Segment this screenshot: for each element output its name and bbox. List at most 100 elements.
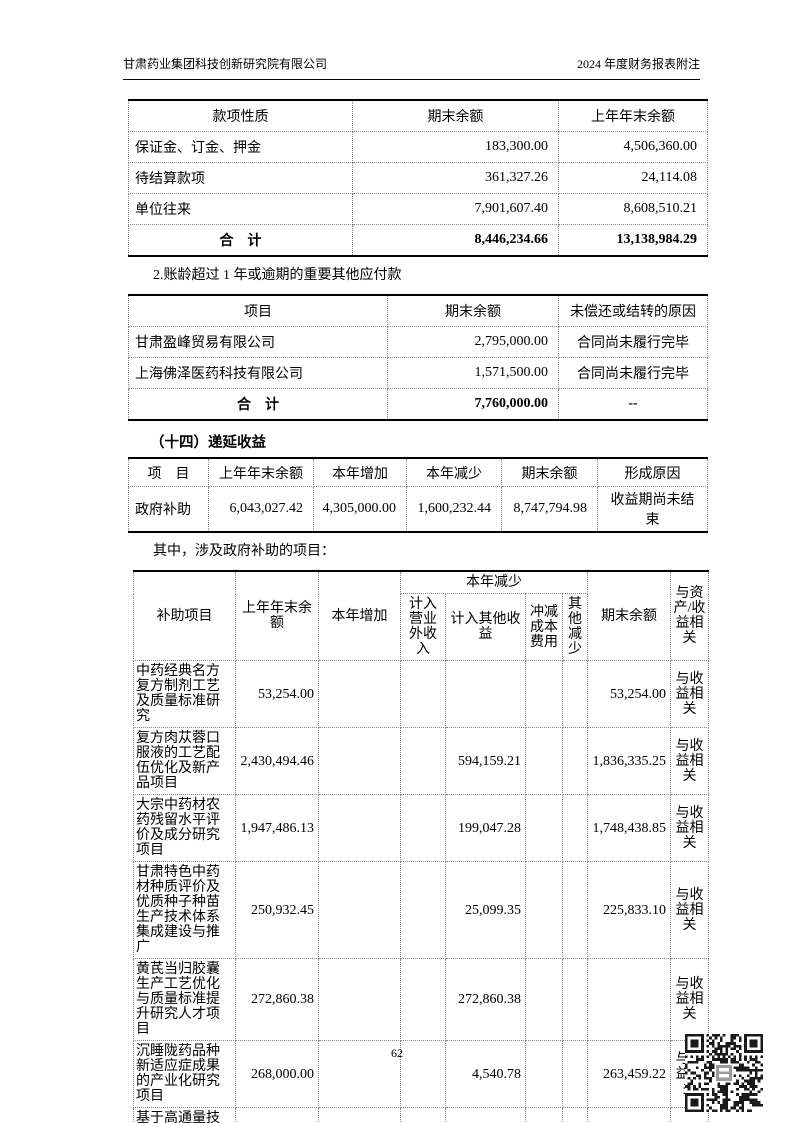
- table-cell: [318, 794, 401, 862]
- table-cell: [318, 1107, 401, 1123]
- table-cell: [318, 660, 401, 728]
- header-report-title: 2024 年度财务报表附注: [576, 57, 700, 71]
- table-cell: [562, 861, 588, 959]
- table-cell: 272,860.38: [445, 958, 526, 1041]
- table-row: 政府补助 6,043,027.42 4,305,000.00 1,600,232.44…: [128, 486, 708, 533]
- table-row: 中药经典名方复方制剂工艺及质量标准研究 53,254.00 53,254.00 与收益…: [133, 660, 709, 728]
- table-cell: 合同尚未履行完毕: [558, 326, 708, 358]
- table-cell: 合同尚未履行完毕: [558, 357, 708, 389]
- section-heading-deferred-income: （十四）递延收益: [150, 435, 266, 451]
- table-cell: 甘肃盈峰贸易有限公司: [128, 326, 388, 358]
- table-cell: 594,159.21: [445, 727, 526, 795]
- column-header: 补助项目: [133, 570, 236, 661]
- table-cell: 合 计: [128, 388, 388, 421]
- table-cell: 60,000.00: [235, 1107, 319, 1123]
- table-cell: 与收益相关: [670, 794, 709, 862]
- table-cell: [318, 861, 401, 959]
- table-cell: 24,114.08: [558, 162, 708, 194]
- table-cell: 甘肃特色中药材种质评价及优质种子种苗生产技术体系集成建设与推广: [133, 861, 236, 959]
- table-cell: [318, 958, 401, 1041]
- table-cell: 183,300.00: [352, 131, 559, 163]
- table-cell: [445, 660, 526, 728]
- table-cell: 4,506,360.00: [558, 131, 708, 163]
- table-cell: 1,571,500.00: [387, 357, 559, 389]
- column-group-header: 本年减少: [400, 570, 588, 594]
- column-header: 上年年末余额: [235, 570, 319, 661]
- table-cell: [525, 727, 563, 795]
- table-header-row: 项 目 上年年末余额 本年增加 本年减少 期末余额 形成原因: [128, 457, 708, 487]
- table-cell: 复方肉苁蓉口服液的工艺配伍优化及新产品项目: [133, 727, 236, 795]
- table-cell: [400, 958, 446, 1041]
- column-header: 计入营业外收入: [400, 593, 446, 661]
- column-header: 期末余额: [387, 294, 559, 327]
- table-cell: [562, 1107, 588, 1123]
- table-cell: 60,000.00: [445, 1107, 526, 1123]
- page-header: 甘肃药业集团科技创新研究院有限公司 2024 年度财务报表附注: [123, 56, 700, 72]
- table-subheader-row: 计入营业外收入 计入其他收益 冲减成本费用 其他减少: [134, 593, 709, 661]
- table-cell: 单位往来: [128, 193, 353, 225]
- table-row: 黄芪当归胶囊生产工艺优化与质量标准提升研究人才项目 272,860.38 272,8…: [133, 958, 709, 1041]
- overdue-payables-note: 2.账龄超过 1 年或逾期的重要其他应付款: [153, 268, 402, 283]
- table-cell: [562, 958, 588, 1041]
- column-header: 期末余额: [352, 99, 559, 132]
- table-cell: [562, 794, 588, 862]
- header-company-name: 甘肃药业集团科技创新研究院有限公司: [123, 57, 328, 71]
- table-cell: [400, 660, 446, 728]
- table-row: 上海佛泽医药科技有限公司 1,571,500.00 合同尚未履行完毕: [128, 357, 708, 389]
- table-cell: 53,254.00: [587, 660, 671, 728]
- table-cell: 与收益相关: [670, 861, 709, 959]
- table-row: 单位往来 7,901,607.40 8,608,510.21: [128, 193, 708, 225]
- column-header: 冲减成本费用: [525, 593, 563, 661]
- table-cell: [587, 1107, 671, 1123]
- table-row: 合 计 7,760,000.00 --: [128, 388, 708, 421]
- table-header-row: 项目 期末余额 未偿还或结转的原因: [128, 294, 708, 327]
- column-header: 未偿还或结转的原因: [558, 294, 708, 327]
- table-cell: 基于高通量技术对当归全产业链化学污染物的风险 评估及治理对策研究: [133, 1107, 236, 1123]
- table-row: 甘肃盈峰贸易有限公司 2,795,000.00 合同尚未履行完毕: [128, 326, 708, 358]
- table-cell: 黄芪当归胶囊生产工艺优化与质量标准提升研究人才项目: [133, 958, 236, 1041]
- table-cell: [525, 794, 563, 862]
- table-cell: 2,430,494.46: [235, 727, 319, 795]
- table-cell: 4,540.78: [445, 1040, 526, 1108]
- column-header: 项 目: [128, 457, 209, 487]
- table-cell: 1,600,232.44: [406, 486, 502, 533]
- column-header: 与资产/收益相关: [670, 570, 709, 661]
- subsidy-projects-note: 其中，涉及政府补助的项目：: [153, 544, 335, 559]
- table-cell: 大宗中药材农药残留水平评价及成分研究项目: [133, 794, 236, 862]
- table-cell: [562, 1040, 588, 1108]
- table-cell: 待结算款项: [128, 162, 353, 194]
- table-row: 沉睡陇药品种新适应症成果的产业化研究项目 268,000.00 4,540.78 26…: [133, 1040, 709, 1108]
- table-cell: 7,901,607.40: [352, 193, 559, 225]
- table-cell: 2,795,000.00: [387, 326, 559, 358]
- government-subsidy-detail-table: 补助项目 上年年末余额 本年增加 本年减少 期末余额 与资产/收益相关 计入营业…: [133, 570, 709, 1123]
- column-header: 其他减少: [562, 593, 588, 661]
- table-cell: [525, 861, 563, 959]
- table-cell: 政府补助: [128, 486, 209, 533]
- table-cell: [525, 958, 563, 1041]
- table-cell: 263,459.22: [587, 1040, 671, 1108]
- header-rule: [123, 79, 700, 80]
- page-number: 62: [391, 1046, 403, 1060]
- table-cell: 4,305,000.00: [313, 486, 407, 533]
- column-header: 本年增加: [313, 457, 407, 487]
- table-cell: 合 计: [128, 224, 353, 257]
- table-cell: [562, 727, 588, 795]
- table-cell: 8,608,510.21: [558, 193, 708, 225]
- table-cell: [525, 660, 563, 728]
- table-cell: 8,446,234.66: [352, 224, 559, 257]
- qr-code: [685, 1034, 763, 1112]
- column-header: 形成原因: [597, 457, 708, 487]
- table-row: 待结算款项 361,327.26 24,114.08: [128, 162, 708, 194]
- table-row: 基于高通量技术对当归全产业链化学污染物的风险 评估及治理对策研究60,000.0…: [133, 1107, 709, 1123]
- table-cell: 272,860.38: [235, 958, 319, 1041]
- table-cell: [400, 861, 446, 959]
- table-row: 保证金、订金、押金 183,300.00 4,506,360.00: [128, 131, 708, 163]
- table-cell: 上海佛泽医药科技有限公司: [128, 357, 388, 389]
- column-header: 期末余额: [587, 570, 671, 661]
- table-row: 复方肉苁蓉口服液的工艺配伍优化及新产品项目 2,430,494.46 594,159…: [133, 727, 709, 795]
- column-header: 项目: [128, 294, 388, 327]
- table-cell: --: [558, 388, 708, 421]
- table-cell: [400, 794, 446, 862]
- column-header: 本年增加: [318, 570, 401, 661]
